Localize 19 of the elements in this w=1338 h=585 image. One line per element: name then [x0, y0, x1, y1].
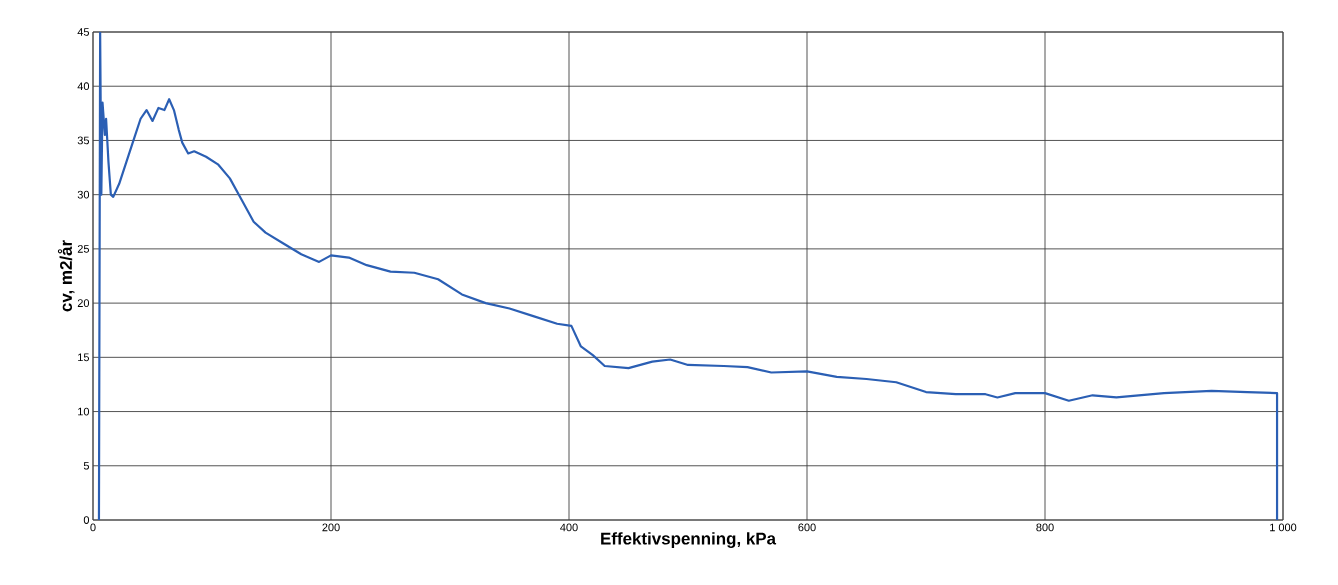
x-tick-label: 200 [322, 523, 340, 532]
y-tick-label: 10 [78, 407, 90, 416]
y-tick-label: 30 [77, 190, 90, 199]
x-tick-label: 1 000 [1270, 523, 1297, 532]
y-tick-label: 20 [77, 299, 90, 307]
line-series [97, 32, 1279, 520]
y-tick-label: 5 [83, 461, 90, 470]
x-tick-label: 800 [1036, 523, 1054, 532]
y-tick-label: 15 [78, 353, 90, 362]
y-tick-label: 35 [77, 136, 90, 145]
x-tick-label: 400 [560, 523, 578, 532]
y-tick-label: 40 [77, 82, 90, 91]
y-tick-label: 0 [83, 516, 90, 524]
x-axis-title: Effektivspenning, kPa [601, 532, 777, 548]
x-tick-label: 600 [798, 523, 816, 532]
y-axis-title: cv, m2/år [57, 240, 75, 312]
y-tick-label: 45 [77, 28, 90, 36]
y-tick-label: 25 [77, 245, 90, 253]
x-tick-label: 0 [90, 523, 96, 532]
